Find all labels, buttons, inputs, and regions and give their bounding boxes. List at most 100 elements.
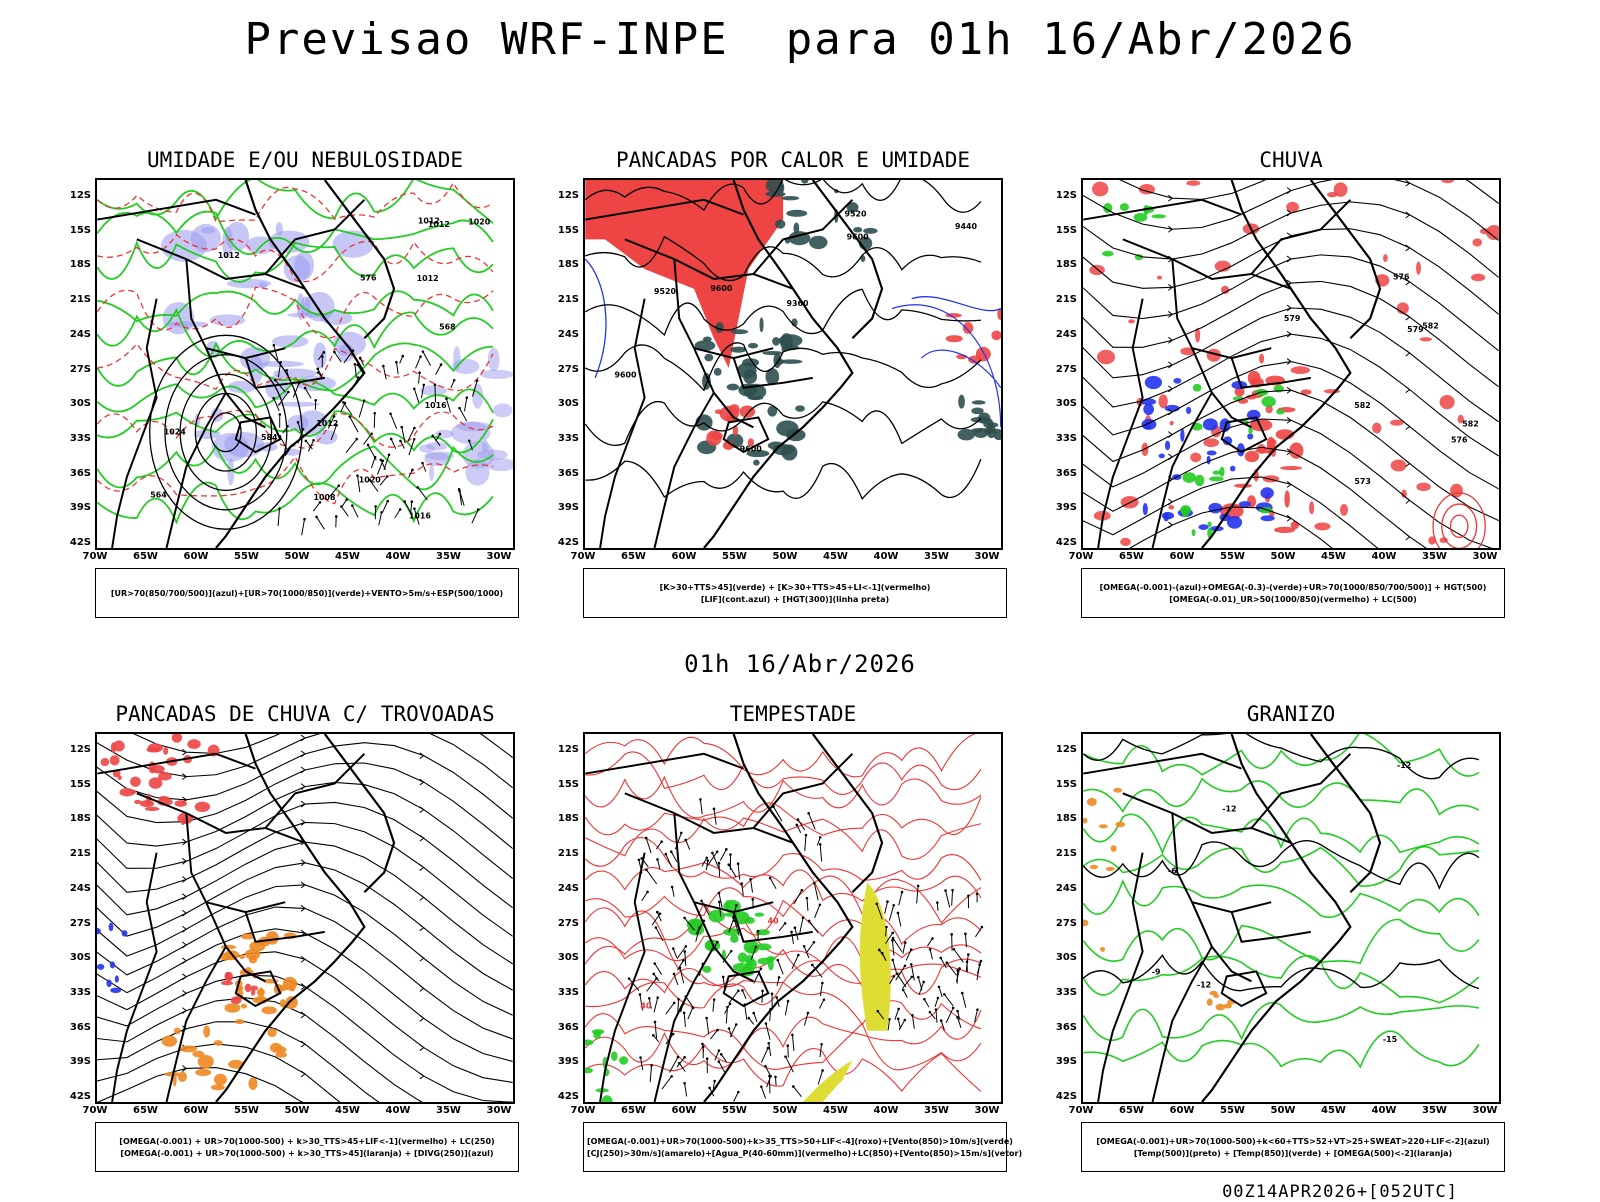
wind-vector-head [929,1011,932,1014]
lon-tick-label: 45W [333,551,363,562]
shaded-cell [1134,213,1148,222]
lon-tick-label: 60W [1167,1105,1197,1116]
mid-date: 01h 16/Abr/2026 [0,650,1600,678]
shaded-cell [1182,472,1196,483]
legend-line: [Temp(500)](preto) + [Temp(850)](verde) … [1085,1149,1501,1158]
shaded-cell [1168,505,1174,510]
wind-vector-head [399,508,402,511]
wind-vector-head [943,993,946,996]
wind-vector-head [312,439,315,442]
lon-tick-label: 55W [720,551,750,562]
streamline [1083,447,1499,548]
wind-vector [383,501,388,512]
shaded-cell [1280,466,1302,470]
streamline [1083,255,1499,351]
lon-tick-label: 35W [1420,1105,1450,1116]
shaded-cell [274,1046,287,1053]
wind-vector [379,512,382,525]
contour-label: 9360 [786,299,809,308]
streamline-arrow [182,974,186,980]
lat-tick-label: 12S [63,744,91,755]
shaded-cell [809,236,827,249]
wind-vector-head [764,1065,767,1068]
contour-line [585,752,981,794]
wind-vector-head [946,961,949,964]
wind-vector-head [355,438,358,441]
shaded-cell [708,910,725,923]
wind-vector-head [735,1023,738,1026]
wind-vector [700,799,702,814]
wind-vector-head [929,948,932,951]
wind-vector-head [760,967,763,970]
shaded-cell [266,931,279,944]
wind-vector-head [707,859,710,862]
shaded-cell [1314,522,1330,530]
lat-tick-label: 12S [63,190,91,201]
wind-vector-head [374,505,377,508]
wind-vector-head [680,832,683,835]
lat-tick-label: 30S [1049,398,1077,409]
shaded-cell [1186,407,1191,414]
lat-tick-label: 15S [63,779,91,790]
wind-vector-head [440,363,443,366]
shaded-cell [462,441,494,468]
wind-vector [761,1048,768,1063]
wind-vector-head [638,859,641,862]
wind-vector [903,977,912,988]
lat-tick-label: 21S [1049,294,1077,305]
contour-label: 9520 [845,209,868,218]
wind-vector-head [892,937,895,940]
lat-tick-label: 15S [1049,779,1077,790]
streamline-arrow [1406,314,1410,320]
wind-vector-head [699,798,702,801]
shaded-cell [1090,865,1098,869]
lon-tick-label: 65W [131,551,161,562]
wind-vector [898,913,901,926]
lon-tick-label: 65W [619,1105,649,1116]
wind-vector [738,864,740,880]
contour-line [1083,814,1479,852]
lat-tick-label: 39S [1049,502,1077,513]
contour-line [585,876,981,923]
wind-vector-head [421,462,424,465]
wind-vector-head [791,1034,794,1037]
wind-vector [685,952,686,966]
streamline-arrow [301,801,305,807]
shaded-cell [1128,319,1135,323]
wind-vector-head [382,365,385,368]
shaded-cell [1340,504,1348,516]
wind-vector [794,890,802,904]
wind-vector [278,509,279,526]
map-canvas [97,734,513,1102]
wind-vector-head [416,486,419,489]
lon-tick-label: 45W [821,1105,851,1116]
contour-label: 564 [150,490,167,499]
wind-vector-head [896,972,899,975]
streamline-arrow [1406,245,1410,251]
contour-label: 9600 [710,284,733,293]
shaded-cell [493,403,512,417]
wind-vector [818,1070,822,1084]
wind-vector [788,1046,789,1058]
lat-tick-label: 42S [1049,537,1077,548]
wind-vector-head [664,853,667,856]
wind-vector-head [935,1008,938,1011]
wind-vector-head [671,886,674,889]
shaded-cell [214,1074,227,1085]
lon-tick-label: 45W [1319,1105,1349,1116]
wind-vector [402,427,405,443]
wind-vector [820,983,822,996]
shaded-cell [1192,529,1196,536]
streamline-arrow [420,985,424,991]
contour-label: 40 [768,917,780,926]
shaded-cell [267,1028,276,1037]
wind-vector-head [386,500,389,503]
shaded-cell [611,1051,618,1061]
wind-vector-head [423,384,426,387]
shaded-cell [585,1068,593,1074]
shaded-cell [195,802,210,812]
wind-vector-head [323,351,326,354]
wind-vector-head [670,1075,673,1078]
map-panel [95,732,515,1104]
wind-vector-head [314,399,317,402]
